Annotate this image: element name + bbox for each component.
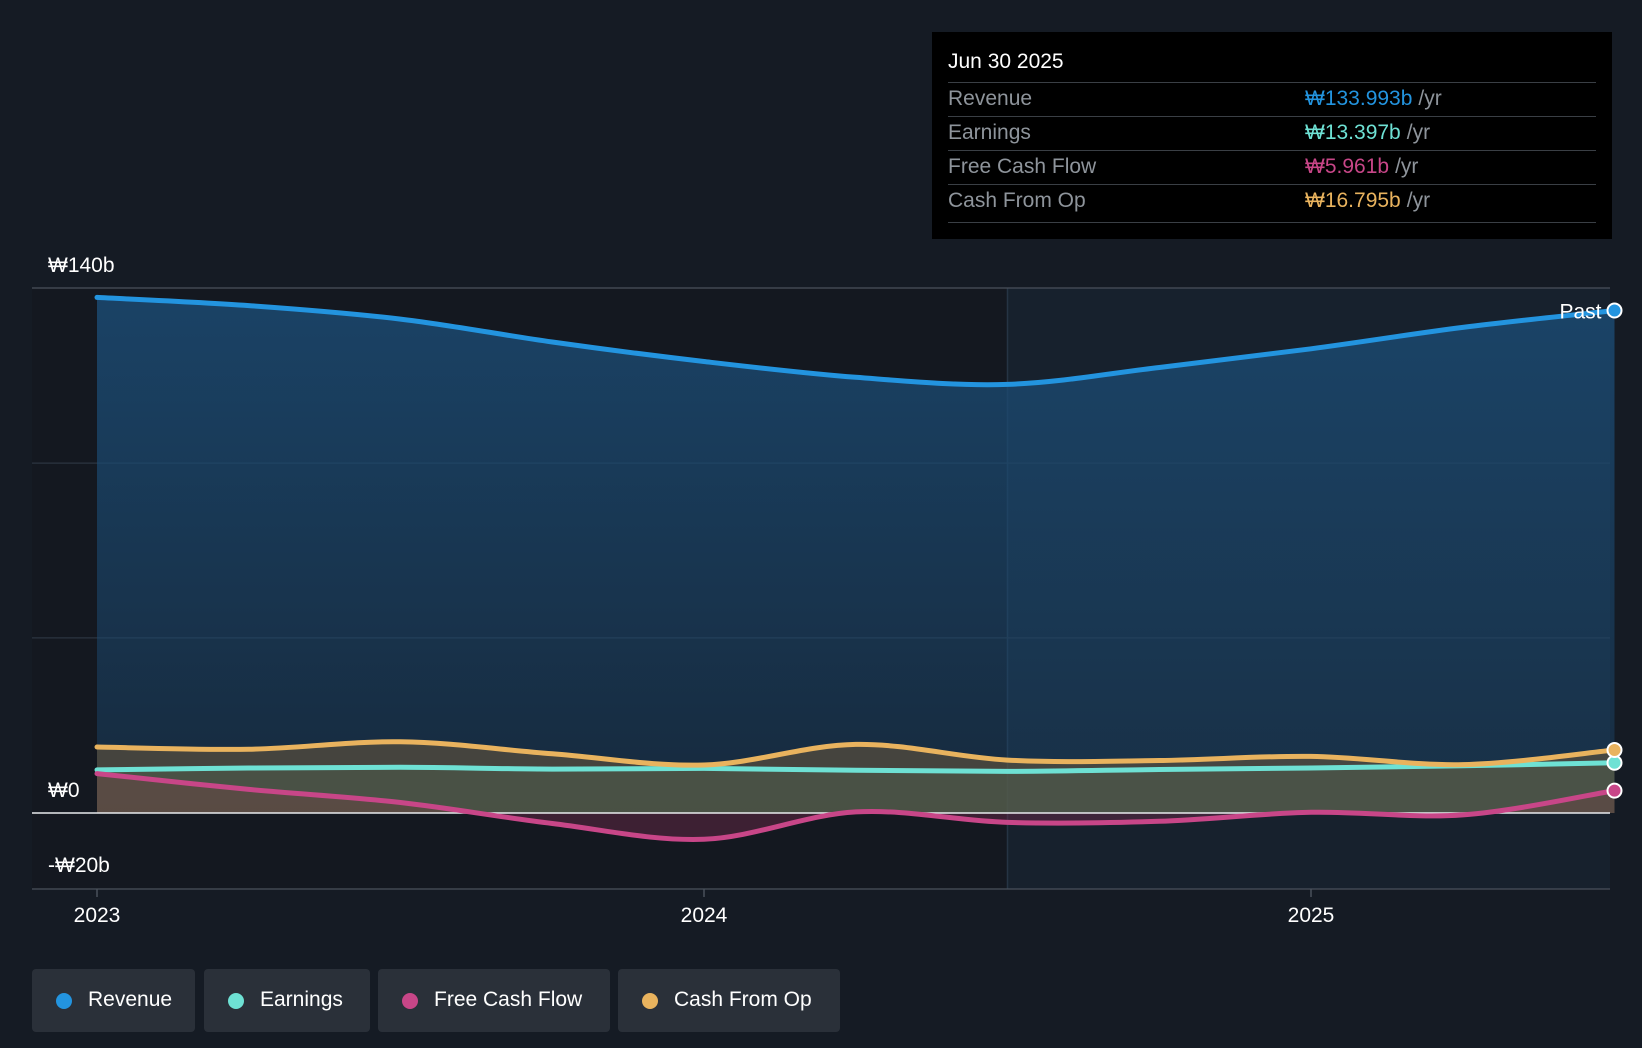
revenue-dot-icon [56,993,72,1009]
cash-from-op-end-point [1606,742,1623,758]
tooltip-unit: /yr [1406,189,1431,212]
revenue-line [94,294,1617,388]
legend-item-revenue[interactable]: Revenue [32,969,195,1032]
free-cash-flow-line [94,771,1617,843]
series-end-points [1606,302,1623,799]
y-tick-label: ₩0 [48,779,80,802]
cash-from-op-dot-icon [642,993,658,1009]
tooltip-unit: /yr [1418,87,1442,110]
y-tick-label: ₩140b [48,254,115,277]
axis-labels: ₩140b ₩0 -₩20b 2023 2024 2025 Past [48,254,1602,927]
past-label: Past [1559,301,1601,324]
legend-item-cash-from-op[interactable]: Cash From Op [618,969,840,1032]
tooltip: Jun 30 2025 Revenue ₩133.993b/yr Earning… [932,32,1612,239]
y-tick-label: -₩20b [48,854,110,877]
legend-label: Free Cash Flow [434,988,583,1011]
earnings-line [94,760,1617,774]
x-tick-label: 2024 [681,904,728,927]
tooltip-row-revenue: Revenue ₩133.993b/yr [948,82,1596,117]
series-areas [97,297,1615,840]
revenue-end-point [1606,302,1623,319]
tooltip-label: Earnings [948,121,1031,144]
free-cash-flow-end-point [1606,782,1623,799]
tooltip-value: ₩16.795b [1305,189,1401,212]
tooltip-value: ₩133.993b [1305,87,1413,110]
tooltip-row-free-cash-flow: Free Cash Flow ₩5.961b/yr [948,150,1596,185]
legend-item-earnings[interactable]: Earnings [204,969,370,1032]
tooltip-date: Jun 30 2025 [948,50,1064,73]
x-tick-label: 2023 [74,904,121,927]
free-cash-flow-dot-icon [402,993,418,1009]
tooltip-divider [948,222,1596,223]
legend-label: Cash From Op [674,988,812,1011]
cash-from-op-line [94,739,1617,768]
tooltip-label: Revenue [948,87,1033,110]
legend-item-free-cash-flow[interactable]: Free Cash Flow [378,969,610,1032]
legend-label: Revenue [88,988,173,1011]
earnings-dot-icon [228,993,244,1009]
tooltip-value: ₩5.961b [1305,155,1390,178]
tooltip-row-earnings: Earnings ₩13.397b/yr [948,116,1596,151]
tooltip-label: Cash From Op [948,189,1086,212]
tooltip-unit: /yr [1406,121,1431,144]
tooltip-unit: /yr [1395,155,1419,178]
series-lines [32,294,1617,843]
x-tick-label: 2025 [1288,904,1335,927]
revenue-area [97,297,1615,813]
tooltip-label: Free Cash Flow [948,155,1097,178]
tooltip-row-cash-from-op: Cash From Op ₩16.795b/yr [948,184,1596,219]
tooltip-value: ₩13.397b [1305,121,1401,144]
legend-label: Earnings [260,988,343,1011]
